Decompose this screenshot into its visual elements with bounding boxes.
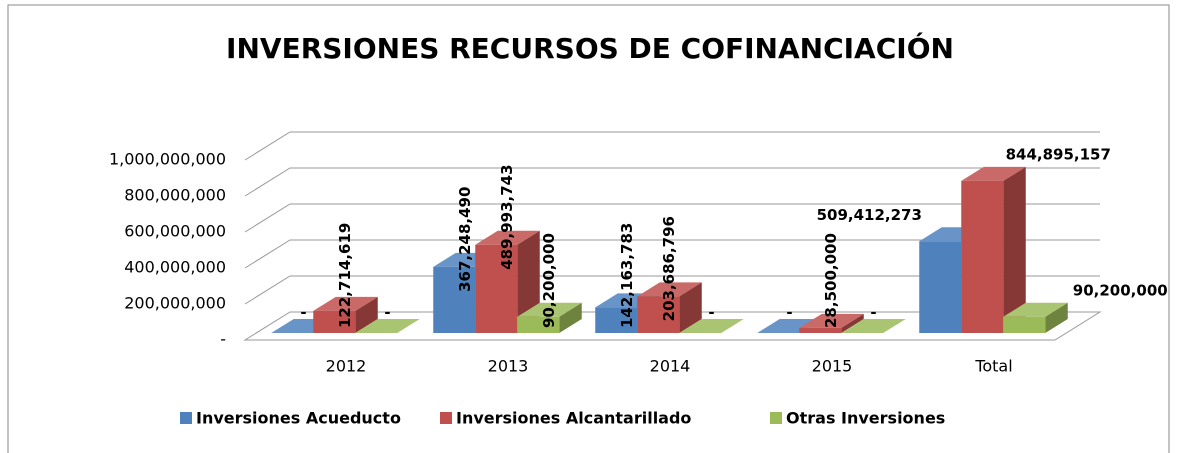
bar <box>961 166 1026 333</box>
grid-line <box>244 275 1100 305</box>
data-label: 367,248,490 <box>456 187 474 292</box>
bar-face <box>313 296 378 311</box>
bar-face <box>961 166 1026 181</box>
bar-face <box>1003 166 1026 333</box>
legend-swatch <box>180 412 192 424</box>
y-tick-label: 200,000,000 <box>124 294 226 313</box>
data-label: 142,163,783 <box>618 223 636 328</box>
chart-title: INVERSIONES RECURSOS DE COFINANCIACIÓN <box>226 31 954 65</box>
bar <box>799 313 864 333</box>
legend-label: Inversiones Alcantarillado <box>456 409 691 428</box>
x-tick-label: 2013 <box>488 357 529 376</box>
data-label: 844,895,157 <box>1006 145 1111 163</box>
x-tick-label: Total <box>974 357 1012 376</box>
bar <box>313 296 378 333</box>
bar-face <box>517 316 560 333</box>
bar-face <box>841 319 906 333</box>
data-label: - <box>870 304 876 322</box>
y-tick-label: 600,000,000 <box>124 222 226 241</box>
bar-face <box>799 327 842 333</box>
bar-face <box>595 307 638 333</box>
grid-line <box>244 239 1100 269</box>
data-label: - <box>300 304 306 322</box>
data-label: - <box>786 304 792 322</box>
data-label: 203,686,796 <box>660 216 678 321</box>
data-label: 90,200,000 <box>1073 281 1168 299</box>
legend-label: Inversiones Acueducto <box>196 409 401 428</box>
bar <box>679 319 744 333</box>
bar-face <box>1003 302 1068 317</box>
bar-face <box>1003 316 1046 333</box>
y-tick-label: 1,000,000,000 <box>109 150 226 169</box>
bar-face <box>679 282 702 333</box>
grid-line <box>244 167 1100 197</box>
bar-face <box>475 244 518 333</box>
legend-label: Otras Inversiones <box>786 409 945 428</box>
bar <box>637 282 702 333</box>
data-label: - <box>708 304 714 322</box>
x-tick-label: 2014 <box>650 357 691 376</box>
y-tick-label: 800,000,000 <box>124 186 226 205</box>
data-label: 122,714,619 <box>336 223 354 328</box>
bar-face <box>637 282 702 297</box>
bar-face <box>919 241 962 333</box>
x-tick-label: 2015 <box>812 357 853 376</box>
bar-face <box>679 319 744 333</box>
bar-face <box>637 296 680 333</box>
floor <box>243 311 1102 341</box>
data-label: 90,200,000 <box>540 233 558 328</box>
y-tick-label: - <box>220 330 226 349</box>
legend-swatch <box>440 412 452 424</box>
y-tick-label: 400,000,000 <box>124 258 226 277</box>
bar-face <box>757 319 822 333</box>
bar <box>1003 302 1068 333</box>
frame <box>7 4 1170 453</box>
data-label: 489,993,743 <box>498 164 516 269</box>
bar <box>517 302 582 333</box>
bar-face <box>841 313 864 333</box>
data-label: 509,412,273 <box>817 206 922 224</box>
grid-line <box>244 131 1100 161</box>
bar-face <box>1045 302 1068 333</box>
bar-face <box>559 302 582 333</box>
bar-face <box>799 313 864 328</box>
bar <box>757 319 822 333</box>
bar-face <box>961 180 1004 333</box>
grid-line <box>244 203 1100 233</box>
x-tick-label: 2012 <box>326 357 367 376</box>
legend-swatch <box>770 412 782 424</box>
data-label: - <box>384 304 390 322</box>
bar-face <box>355 296 378 333</box>
bar-face <box>313 310 356 333</box>
bar-face <box>475 230 540 245</box>
bar-face <box>517 302 582 317</box>
bar <box>841 319 906 333</box>
bar-face <box>433 266 476 333</box>
bar-face <box>355 319 420 333</box>
data-label: 28,500,000 <box>822 233 840 328</box>
bar <box>355 319 420 333</box>
